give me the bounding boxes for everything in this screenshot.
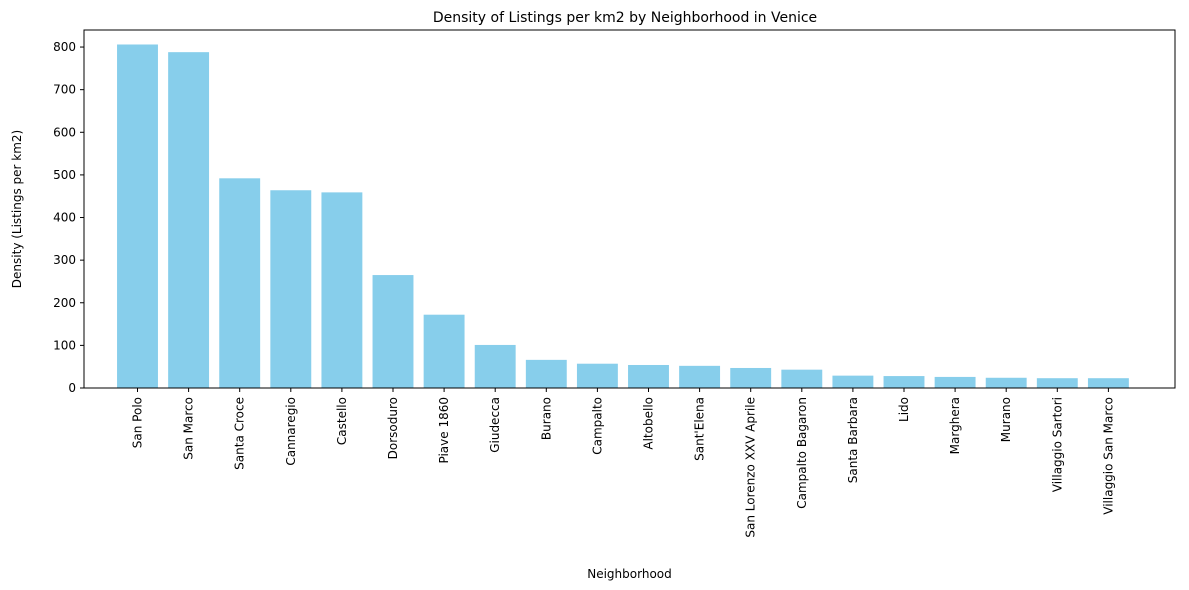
x-tick-label-castello: Castello <box>335 397 349 445</box>
y-tick-label-300: 300 <box>53 253 76 267</box>
x-tick-label-santa-barbara: Santa Barbara <box>846 397 860 483</box>
chart-title: Density of Listings per km2 by Neighborh… <box>433 10 817 26</box>
y-tick-label-0: 0 <box>68 381 76 395</box>
x-tick-label-santa-croce: Santa Croce <box>233 397 247 470</box>
bar-campalto-bagaron <box>781 369 823 388</box>
x-tick-label-murano: Murano <box>999 397 1013 442</box>
x-tick-label-lido: Lido <box>897 397 911 422</box>
x-tick-label-cannaregio: Cannaregio <box>284 397 298 466</box>
y-tick-label-200: 200 <box>53 296 76 310</box>
bar-altobello <box>628 364 669 388</box>
x-tick-label-san-lorenzo-xxv-aprile: San Lorenzo XXV Aprile <box>744 397 758 538</box>
x-tick-label-sant-elena: Sant'Elena <box>693 397 707 461</box>
y-tick-label-500: 500 <box>53 168 76 182</box>
x-tick-label-campalto-bagaron: Campalto Bagaron <box>795 397 809 509</box>
x-tick-label-giudecca: Giudecca <box>488 397 502 453</box>
x-tick-label-villaggio-sartori: Villaggio Sartori <box>1050 397 1064 492</box>
bar-giudecca <box>474 344 516 388</box>
bar-marghera <box>934 376 976 388</box>
bar-villaggio-sartori <box>1036 378 1078 388</box>
x-tick-label-san-marco: San Marco <box>182 397 196 460</box>
plot-frame <box>83 29 1176 389</box>
y-tick-label-600: 600 <box>53 125 76 139</box>
bar-castello <box>321 192 363 388</box>
bar-group <box>117 44 1129 389</box>
bar-campalto <box>576 363 618 388</box>
x-tick-label-burano: Burano <box>539 397 553 440</box>
x-tick-label-campalto: Campalto <box>590 397 604 455</box>
x-axis-ticks: San Polo San Marco Santa Croce Cannaregio Ca… <box>131 388 1115 538</box>
bar-burano <box>525 359 567 388</box>
y-tick-label-100: 100 <box>53 338 76 352</box>
x-tick-label-san-polo: San Polo <box>131 397 145 448</box>
y-axis-label: Density (Listings per km2) <box>10 130 24 288</box>
bar-piave-1860 <box>423 314 465 388</box>
bar-san-lorenzo-xxv-aprile <box>730 367 772 388</box>
y-tick-label-400: 400 <box>53 211 76 225</box>
bar-dorsoduro <box>372 275 414 388</box>
bar-cannaregio <box>270 190 312 388</box>
bar-sant-elena <box>679 365 721 388</box>
bar-murano <box>985 377 1027 388</box>
x-tick-label-marghera: Marghera <box>948 397 962 454</box>
x-tick-label-piave-1860: Piave 1860 <box>437 397 451 464</box>
bar-santa-barbara <box>832 375 874 388</box>
x-tick-label-villaggio-san-marco: Villaggio San Marco <box>1101 397 1115 515</box>
bar-san-marco <box>168 52 210 388</box>
x-axis-label: Neighborhood <box>587 567 672 581</box>
y-tick-label-700: 700 <box>53 83 76 97</box>
bar-villaggio-san-marco <box>1087 378 1129 388</box>
x-tick-label-altobello: Altobello <box>642 397 656 450</box>
bar-lido <box>883 376 925 388</box>
bar-san-polo <box>117 44 158 389</box>
x-tick-label-dorsoduro: Dorsoduro <box>386 397 400 459</box>
y-tick-label-800: 800 <box>53 40 76 54</box>
bar-santa-croce <box>219 178 261 388</box>
y-axis-ticks: 0 100 200 300 400 500 600 700 800 <box>53 40 84 395</box>
